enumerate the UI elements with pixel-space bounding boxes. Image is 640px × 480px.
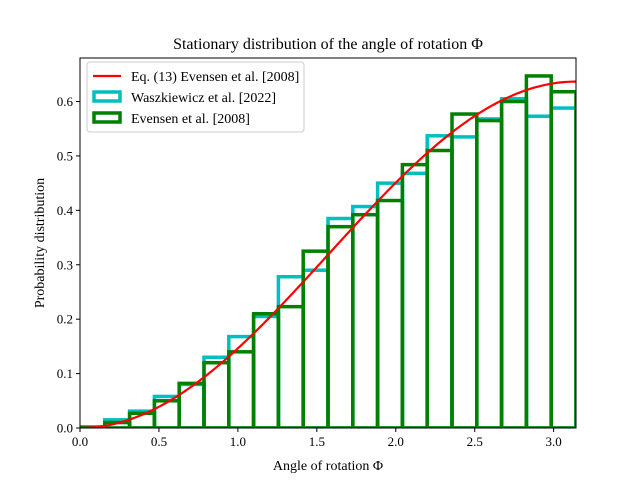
x-tick-label: 2.5	[467, 434, 483, 449]
axis-ticks: 0.0 0.5 1.0 1.5 2.0 2.5 3.0 0.0 0.1 0.2 0.3 0.4 0.5 0…	[57, 94, 562, 449]
histogram-bar	[400, 171, 429, 428]
histogram-bar	[450, 135, 479, 428]
histogram-bar	[475, 118, 504, 428]
y-tick-label: 0.0	[57, 421, 73, 436]
x-tick-label: 1.5	[309, 434, 325, 449]
x-tick-label: 2.0	[388, 434, 404, 449]
x-axis-label: Angle of rotation Φ	[273, 459, 383, 474]
histogram-bar	[202, 360, 231, 428]
axes-frame	[79, 57, 577, 429]
histogram-bar	[499, 97, 529, 428]
legend-label: Evensen et al. [2008]	[131, 112, 250, 127]
histogram-bar	[375, 198, 405, 428]
histogram-bar	[450, 112, 479, 428]
x-tick-label: 0.0	[72, 434, 88, 449]
y-tick-label: 0.5	[57, 148, 73, 163]
histogram-bar	[549, 89, 576, 428]
histogram-bar	[475, 117, 504, 428]
legend-label: Eq. (13) Evensen et al. [2008]	[131, 70, 299, 85]
histogram-bar	[251, 314, 281, 428]
legend-swatch-patch	[92, 90, 122, 103]
histogram-bar	[351, 212, 380, 428]
histogram-bar	[276, 304, 305, 428]
histogram-bar	[425, 148, 454, 428]
y-tick-label: 0.3	[57, 257, 73, 272]
histogram-bar	[177, 381, 206, 428]
legend-box	[86, 61, 305, 133]
histogram-bar	[276, 274, 305, 428]
histogram-bar	[524, 74, 553, 428]
histogram-bar	[326, 224, 355, 428]
y-axis-label: Probability distribution	[33, 178, 48, 308]
histogram-bar	[177, 382, 206, 428]
histogram-bar	[301, 268, 330, 428]
x-tick-label: 1.0	[230, 434, 246, 449]
histogram-bar	[499, 99, 529, 428]
histogram-bar	[375, 181, 405, 428]
plot-area	[80, 74, 576, 428]
histogram-bar	[524, 114, 553, 428]
y-tick-label: 0.1	[57, 366, 73, 381]
legend-swatch-patch	[92, 111, 122, 124]
y-tick-label: 0.4	[57, 203, 74, 218]
legend-label: Waszkiewicz et al. [2022]	[131, 91, 276, 106]
y-tick-label: 0.2	[57, 312, 73, 327]
legend: Eq. (13) Evensen et al. [2008] Waszkiewi…	[86, 61, 305, 133]
histogram-bar	[227, 350, 256, 428]
histogram-bar	[152, 399, 181, 428]
chart-title: Stationary distribution of the angle of …	[173, 36, 483, 53]
histogram-bar	[351, 204, 380, 428]
y-tick-label: 0.6	[57, 94, 74, 109]
pdf-curve	[80, 80, 576, 428]
x-tick-label: 3.0	[546, 434, 562, 449]
x-tick-label: 0.5	[151, 434, 167, 449]
histogram-bar	[425, 134, 454, 428]
histogram-bar	[400, 162, 429, 428]
histogram-bar	[549, 106, 576, 428]
